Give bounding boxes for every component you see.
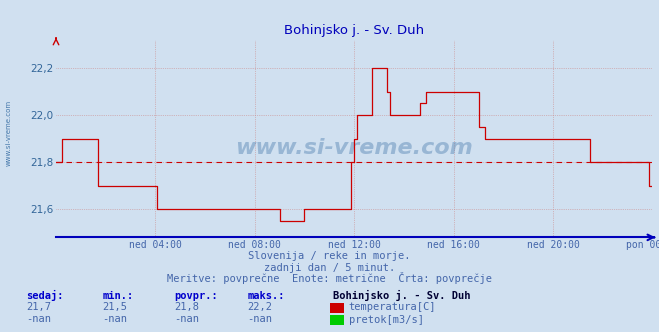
Text: temperatura[C]: temperatura[C] — [349, 302, 436, 312]
Text: min.:: min.: — [102, 291, 133, 301]
Text: Meritve: povprečne  Enote: metrične  Črta: povprečje: Meritve: povprečne Enote: metrične Črta:… — [167, 272, 492, 284]
Text: -nan: -nan — [102, 314, 127, 324]
Text: zadnji dan / 5 minut.: zadnji dan / 5 minut. — [264, 263, 395, 273]
Text: 21,7: 21,7 — [26, 302, 51, 312]
Text: www.si-vreme.com: www.si-vreme.com — [235, 138, 473, 158]
Text: -nan: -nan — [175, 314, 200, 324]
Text: sedaj:: sedaj: — [26, 290, 64, 301]
Text: Slovenija / reke in morje.: Slovenija / reke in morje. — [248, 251, 411, 261]
Title: Bohinjsko j. - Sv. Duh: Bohinjsko j. - Sv. Duh — [284, 24, 424, 37]
Text: 22,2: 22,2 — [247, 302, 272, 312]
Text: 21,8: 21,8 — [175, 302, 200, 312]
Text: 21,5: 21,5 — [102, 302, 127, 312]
Text: -nan: -nan — [247, 314, 272, 324]
Text: maks.:: maks.: — [247, 291, 285, 301]
Text: pretok[m3/s]: pretok[m3/s] — [349, 315, 424, 325]
Text: povpr.:: povpr.: — [175, 291, 218, 301]
Text: www.si-vreme.com: www.si-vreme.com — [5, 100, 12, 166]
Text: Bohinjsko j. - Sv. Duh: Bohinjsko j. - Sv. Duh — [333, 290, 471, 301]
Text: -nan: -nan — [26, 314, 51, 324]
